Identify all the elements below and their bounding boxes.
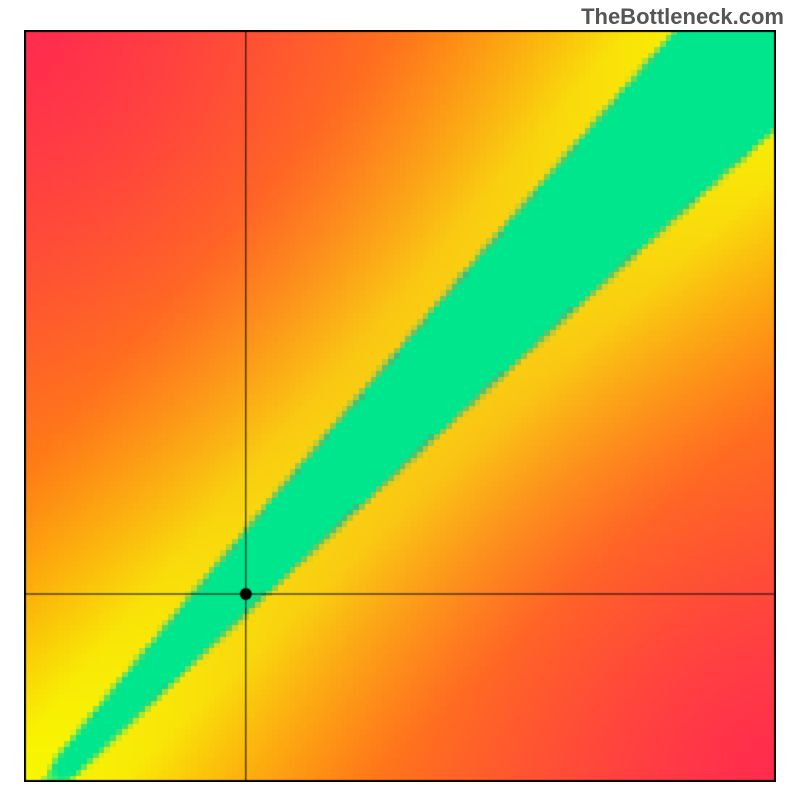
bottleneck-heatmap bbox=[24, 30, 776, 782]
chart-container: TheBottleneck.com bbox=[0, 0, 800, 800]
attribution-label: TheBottleneck.com bbox=[581, 4, 784, 30]
